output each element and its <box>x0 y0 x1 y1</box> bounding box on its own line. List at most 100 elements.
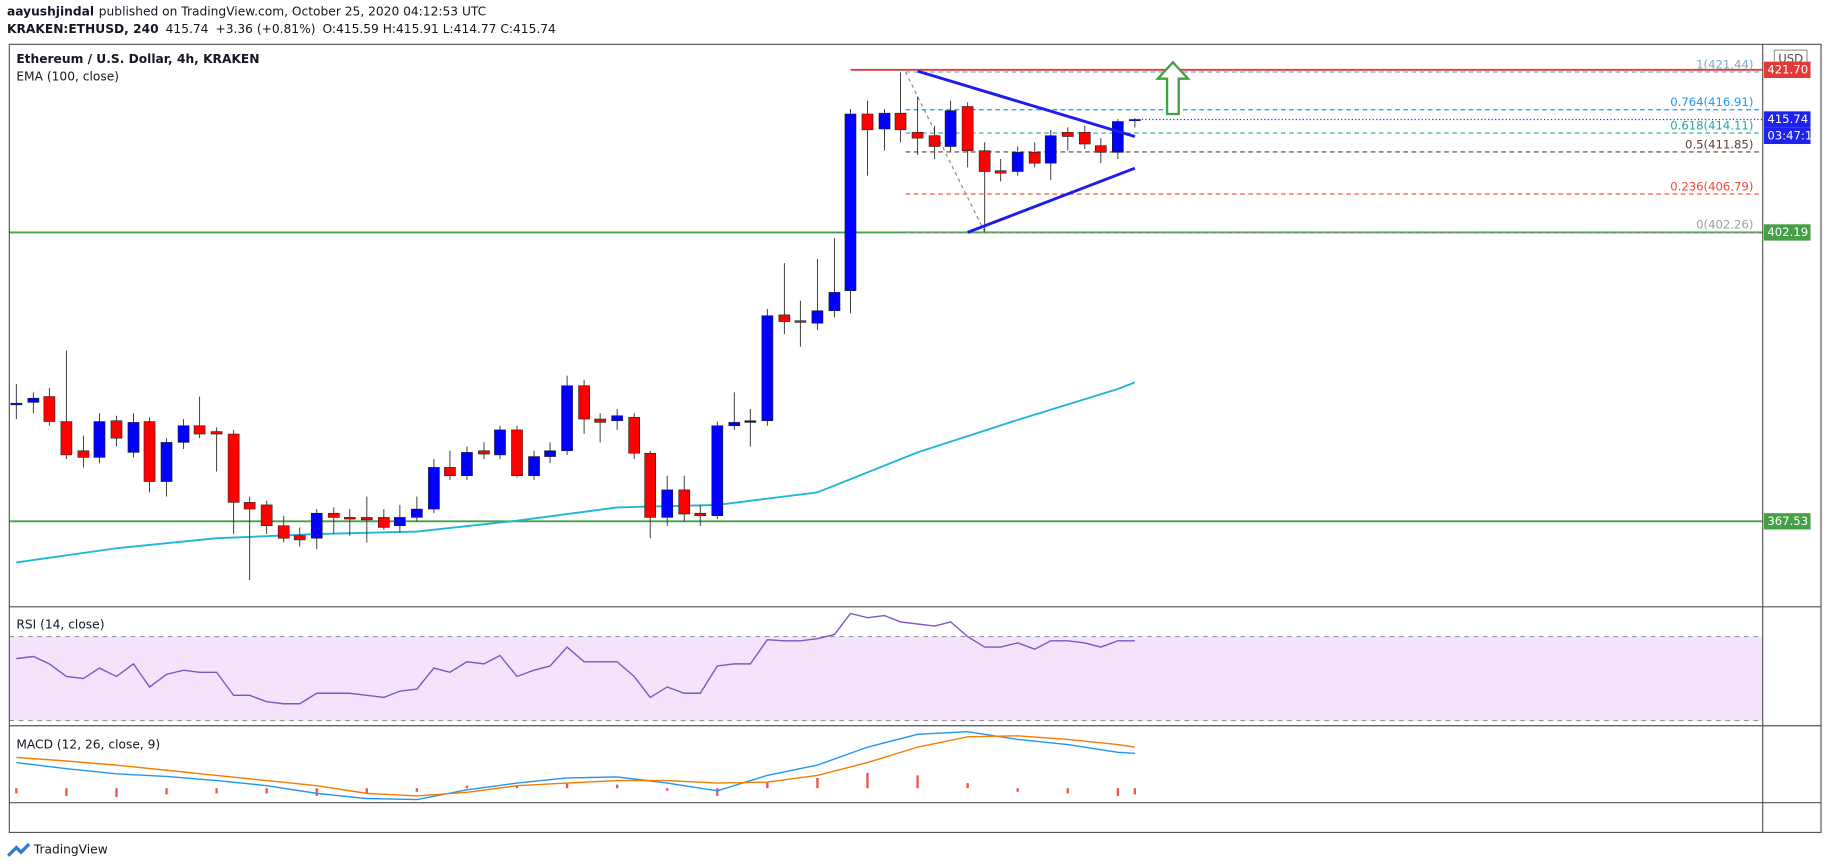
candle-body <box>1061 132 1074 137</box>
rsi-band <box>9 636 1763 721</box>
candle-body <box>761 315 774 422</box>
candle-body <box>293 535 306 541</box>
ohlc: O:415.59 H:415.91 L:414.77 C:415.74 <box>322 22 556 36</box>
plot-layer <box>9 60 1763 801</box>
histogram-bar <box>615 784 619 789</box>
candle-body <box>828 292 841 311</box>
symbol: KRAKEN:ETHUSD, 240 <box>7 22 159 36</box>
histogram-bar <box>115 788 118 797</box>
candle-body <box>310 512 323 539</box>
fib-label: 0.5(411.85) <box>1685 137 1753 151</box>
candle-body <box>1028 152 1041 164</box>
countdown-box <box>1763 127 1811 144</box>
level-label-box <box>1763 61 1811 78</box>
published: published on TradingView.com, October 25… <box>99 4 486 18</box>
pane-title: Ethereum / U.S. Dollar, 4h, KRAKEN <box>16 52 259 66</box>
candle-body <box>160 442 173 482</box>
symbol-line: KRAKEN:ETHUSD, 240 415.74 +3.36 (+0.81%) O:… <box>7 22 556 36</box>
candle-body <box>343 517 356 520</box>
candle-body <box>728 422 741 427</box>
candle-body <box>578 385 590 420</box>
histogram-bar <box>1133 788 1137 795</box>
candle-body <box>594 418 606 423</box>
candle-body <box>143 421 156 482</box>
outer-frame <box>8 43 1822 834</box>
candle-body <box>1044 135 1057 164</box>
publish-line: aayushjindal published on TradingView.com… <box>7 4 486 18</box>
level-label: 421.70 <box>1767 62 1808 76</box>
candle-body <box>511 429 523 477</box>
countdown: 03:47:12 <box>1767 128 1819 142</box>
histogram-bar <box>916 775 919 789</box>
candle-body <box>611 415 623 422</box>
candle-body <box>711 425 724 517</box>
histogram-bar <box>65 788 68 796</box>
histogram-bar <box>666 788 669 791</box>
histogram-bar <box>165 788 168 795</box>
candle-body <box>260 504 273 527</box>
candle-body <box>628 417 641 454</box>
frame <box>8 43 1822 834</box>
candle-body <box>878 112 891 130</box>
candle-body <box>378 517 390 528</box>
candle-body <box>193 425 206 435</box>
histogram-bar <box>515 785 519 789</box>
last-price: 415.74 <box>166 22 209 36</box>
level-label-box <box>1763 513 1811 530</box>
trendline <box>917 69 1136 138</box>
candle-body <box>678 489 691 515</box>
author[interactable]: aayushjindal <box>7 4 94 18</box>
indicator-line <box>16 612 1135 705</box>
candle-body <box>428 467 440 510</box>
candle-body <box>961 106 974 151</box>
indicator-line <box>16 735 1135 797</box>
candle-body <box>794 320 807 323</box>
fib-label: 0.764(416.91) <box>1670 95 1753 109</box>
brand-name: TradingView <box>33 842 108 856</box>
candle-body <box>210 431 223 435</box>
candle-body <box>661 489 674 518</box>
trendline <box>967 166 1136 234</box>
histogram-bar <box>415 788 419 792</box>
candle-body <box>478 450 490 455</box>
candle-body <box>694 512 707 517</box>
indicator-title: RSI (14, close) <box>16 617 104 631</box>
candle-body <box>544 450 556 457</box>
level-label: 367.53 <box>1767 514 1808 528</box>
fib-label: 0.618(414.11) <box>1670 119 1753 133</box>
level-label: 402.19 <box>1767 225 1808 239</box>
histogram-bar <box>1116 788 1120 796</box>
candle-body <box>1078 132 1091 145</box>
change: +3.36 (+0.81%) <box>215 22 315 36</box>
label-layer: Ethereum / U.S. Dollar, 4h, KRAKEN EMA (… <box>16 49 1820 751</box>
candle-body <box>928 135 941 147</box>
candle-body <box>27 397 40 403</box>
candle-body <box>561 385 573 452</box>
level-label-box <box>1763 224 1811 241</box>
candle-body <box>1129 119 1141 122</box>
grid-layer <box>9 636 1763 722</box>
candle-body <box>811 310 824 324</box>
candle-body <box>744 420 757 423</box>
histogram-bar <box>15 788 18 794</box>
last-price-label-box <box>1763 111 1811 128</box>
indicator-title: EMA (100, close) <box>16 69 119 83</box>
candle-body <box>277 525 290 539</box>
histogram-bar <box>215 788 218 794</box>
arrow <box>1155 60 1191 116</box>
histogram-bar <box>315 788 318 796</box>
candle-body <box>994 170 1007 174</box>
candle-body <box>327 512 340 518</box>
histogram-bar <box>565 783 569 789</box>
candle-body <box>778 314 791 322</box>
fib-label: 1(421.44) <box>1696 58 1753 72</box>
ema-line <box>16 381 1136 564</box>
candle-body <box>1112 121 1124 153</box>
candle-body <box>127 422 140 453</box>
candle-body <box>494 429 506 456</box>
histogram-bar <box>766 781 769 789</box>
last-price-label: 415.74 <box>1767 112 1808 126</box>
candle-body <box>394 517 406 527</box>
candle-body <box>243 502 256 510</box>
